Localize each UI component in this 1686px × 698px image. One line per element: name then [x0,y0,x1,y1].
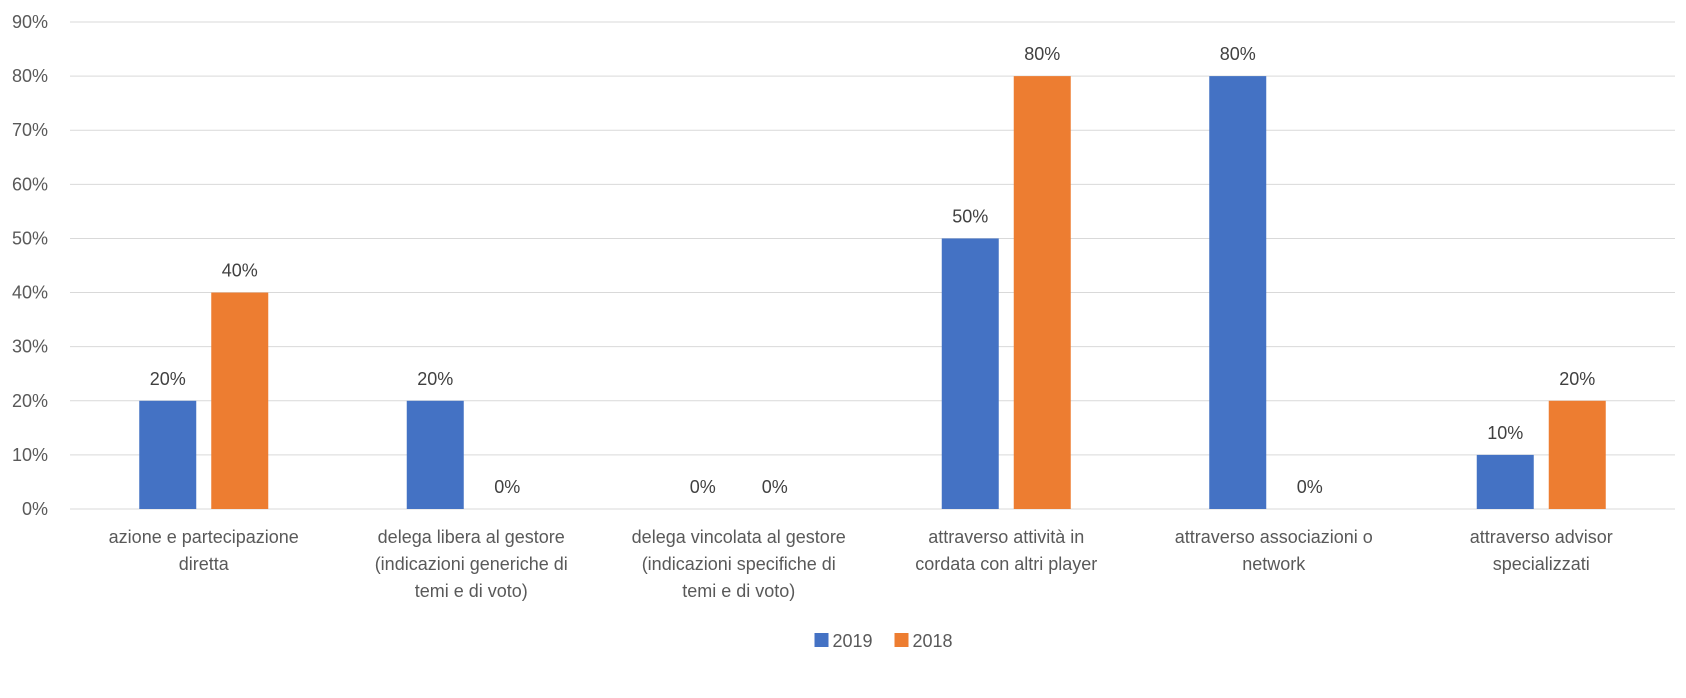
y-tick-label: 20% [12,391,48,411]
bars [139,76,1606,509]
legend-swatch [814,633,829,647]
bar-2018-0 [211,292,269,509]
category-label: azione e partecipazione diretta [109,527,299,574]
y-tick-label: 0% [22,499,48,519]
legend-label: 2018 [913,631,953,651]
category-label: attraverso associazioni o network [1175,527,1373,574]
y-tick-label: 30% [12,337,48,357]
y-tick-label: 90% [12,12,48,32]
bar-2018-3 [1013,76,1071,509]
data-label-2019-2: 0% [690,477,716,497]
data-label-2018-5: 20% [1559,369,1595,389]
y-tick-label: 60% [12,174,48,194]
legend: 2019 2018 [814,631,953,651]
category-label: attraverso attività in cordata con altri … [915,527,1097,574]
data-label-2019-0: 20% [150,369,186,389]
legend-item-2019: 2019 [814,631,873,651]
y-tick-label: 50% [12,228,48,248]
category-label: delega libera al gestore (indicazioni gen… [375,527,568,601]
category-label: delega vincolata al gestore (indicazioni … [632,527,846,601]
data-label-2018-0: 40% [222,261,258,281]
data-label-2019-5: 10% [1487,423,1523,443]
y-tick-label: 80% [12,66,48,86]
legend-item-2018: 2018 [894,631,953,651]
data-labels: 20% 40% 20% 0% 0% 0% 50% 80% 80% 0% 10% 20% [150,44,1596,497]
legend-label: 2019 [833,631,873,651]
x-axis-categories: azione e partecipazione diretta delega lib… [109,527,1613,601]
grid-lines [70,21,1675,510]
data-label-2018-1: 0% [494,477,520,497]
y-tick-label: 10% [12,445,48,465]
bar-2019-5 [1476,454,1534,509]
data-label-2019-4: 80% [1220,44,1256,64]
data-label-2018-3: 80% [1024,44,1060,64]
bar-2019-4 [1209,76,1267,509]
bar-2018-5 [1548,400,1606,509]
bar-2019-1 [406,400,464,509]
bar-2019-0 [139,400,197,509]
bar-2019-3 [941,238,999,509]
y-axis-ticks: 0% 10% 20% 30% 40% 50% 60% 70% 80% 90% [12,12,48,519]
data-label-2018-2: 0% [762,477,788,497]
y-tick-label: 40% [12,283,48,303]
data-label-2018-4: 0% [1297,477,1323,497]
category-label: attraverso advisor specializzati [1470,527,1613,574]
data-label-2019-1: 20% [417,369,453,389]
y-tick-label: 70% [12,120,48,140]
data-label-2019-3: 50% [952,206,988,226]
legend-swatch [894,633,909,647]
